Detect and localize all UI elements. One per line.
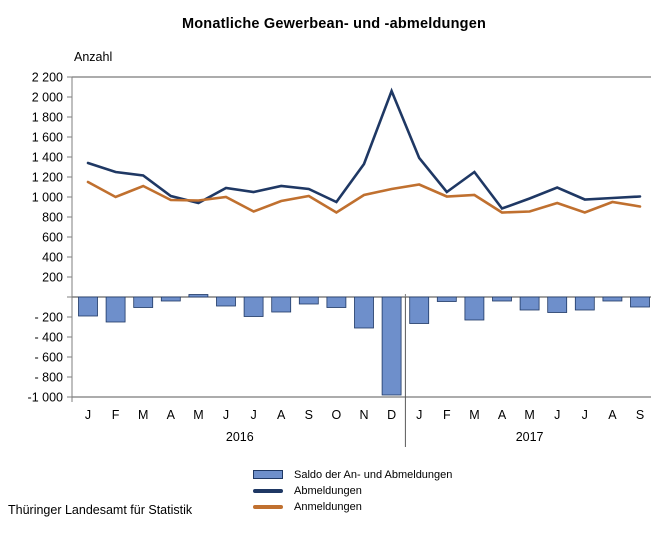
y-tick-label: - 800 bbox=[35, 371, 64, 385]
bar-saldo bbox=[160, 296, 181, 302]
y-tick-label: 600 bbox=[42, 231, 63, 245]
legend-label-abmeldungen: Abmeldungen bbox=[294, 484, 362, 497]
x-month-label: A bbox=[608, 408, 617, 422]
x-month-label: F bbox=[112, 408, 120, 422]
chart-title: Monatliche Gewerbean- und -abmeldungen bbox=[181, 16, 487, 32]
x-month-label: J bbox=[250, 408, 256, 422]
x-month-label: F bbox=[443, 408, 451, 422]
bar-saldo bbox=[409, 296, 430, 324]
x-year-label: 2016 bbox=[226, 430, 254, 444]
x-month-label: S bbox=[305, 408, 313, 422]
x-month-label: A bbox=[167, 408, 176, 422]
y-tick-label: - 400 bbox=[35, 331, 64, 345]
x-month-label: M bbox=[193, 408, 203, 422]
y-tick-label: 1 600 bbox=[32, 131, 63, 145]
y-tick-label: - 600 bbox=[35, 351, 64, 365]
bar-saldo bbox=[381, 296, 402, 396]
y-tick-label: 1 200 bbox=[32, 171, 63, 185]
y-tick-label: 1 400 bbox=[32, 151, 63, 165]
y-axis-title: Anzahl bbox=[74, 50, 113, 64]
legend-item-abmeldungen: Abmeldungen bbox=[253, 484, 452, 497]
legend-swatch-saldo-bar bbox=[253, 470, 283, 479]
legend-swatch-anmeldungen-line bbox=[253, 504, 283, 509]
legend-item-saldo: Saldo der An- und Abmeldungen bbox=[253, 468, 452, 481]
x-month-label: J bbox=[554, 408, 560, 422]
bar-saldo bbox=[298, 296, 319, 305]
y-tick-label: 1 000 bbox=[32, 191, 63, 205]
x-month-label: O bbox=[332, 408, 342, 422]
x-month-label: J bbox=[582, 408, 588, 422]
y-tick-label: 2 000 bbox=[32, 91, 63, 105]
x-month-label: M bbox=[524, 408, 534, 422]
x-month-label: A bbox=[277, 408, 286, 422]
y-tick-label: 200 bbox=[42, 271, 63, 285]
x-month-label: M bbox=[138, 408, 148, 422]
y-tick-label: 2 200 bbox=[32, 71, 63, 85]
bar-saldo bbox=[243, 296, 264, 317]
y-tick-label: - 200 bbox=[35, 311, 64, 325]
x-month-label: J bbox=[416, 408, 422, 422]
x-month-label: D bbox=[387, 408, 396, 422]
x-month-label: S bbox=[636, 408, 644, 422]
bar-saldo bbox=[464, 296, 485, 321]
bar-saldo bbox=[436, 296, 457, 302]
legend-label-anmeldungen: Anmeldungen bbox=[294, 500, 362, 513]
bar-saldo bbox=[326, 296, 347, 308]
x-month-label: A bbox=[498, 408, 507, 422]
bar-saldo bbox=[354, 296, 374, 329]
x-year-label: 2017 bbox=[516, 430, 544, 444]
x-month-label: J bbox=[85, 408, 91, 422]
x-month-label: N bbox=[359, 408, 368, 422]
bar-saldo bbox=[492, 296, 512, 302]
y-tick-label: -1 000 bbox=[28, 391, 63, 405]
bar-saldo bbox=[105, 296, 126, 323]
x-month-label: J bbox=[223, 408, 229, 422]
bar-saldo bbox=[574, 296, 595, 311]
bar-saldo bbox=[78, 296, 98, 317]
bar-saldo bbox=[216, 296, 236, 307]
legend: Saldo der An- und Abmeldungen Abmeldunge… bbox=[253, 468, 452, 513]
bar-saldo bbox=[188, 294, 209, 298]
y-tick-label: 400 bbox=[42, 251, 63, 265]
legend-swatch-abmeldungen-line bbox=[253, 488, 283, 493]
y-tick-label: 800 bbox=[42, 211, 63, 225]
line-abmeldungen bbox=[86, 87, 642, 211]
bar-saldo bbox=[519, 296, 540, 311]
source-attribution: Thüringer Landesamt für Statistik bbox=[8, 503, 193, 517]
x-month-label: M bbox=[469, 408, 479, 422]
legend-label-saldo: Saldo der An- und Abmeldungen bbox=[294, 468, 453, 481]
line-anmeldungen bbox=[86, 180, 642, 215]
bar-saldo bbox=[547, 296, 568, 313]
legend-item-anmeldungen: Anmeldungen bbox=[253, 500, 452, 513]
bar-saldo bbox=[630, 296, 650, 308]
bar-saldo bbox=[602, 296, 623, 302]
bar-saldo bbox=[271, 296, 292, 313]
bar-saldo bbox=[133, 296, 154, 308]
y-tick-label: 1 800 bbox=[32, 111, 63, 125]
